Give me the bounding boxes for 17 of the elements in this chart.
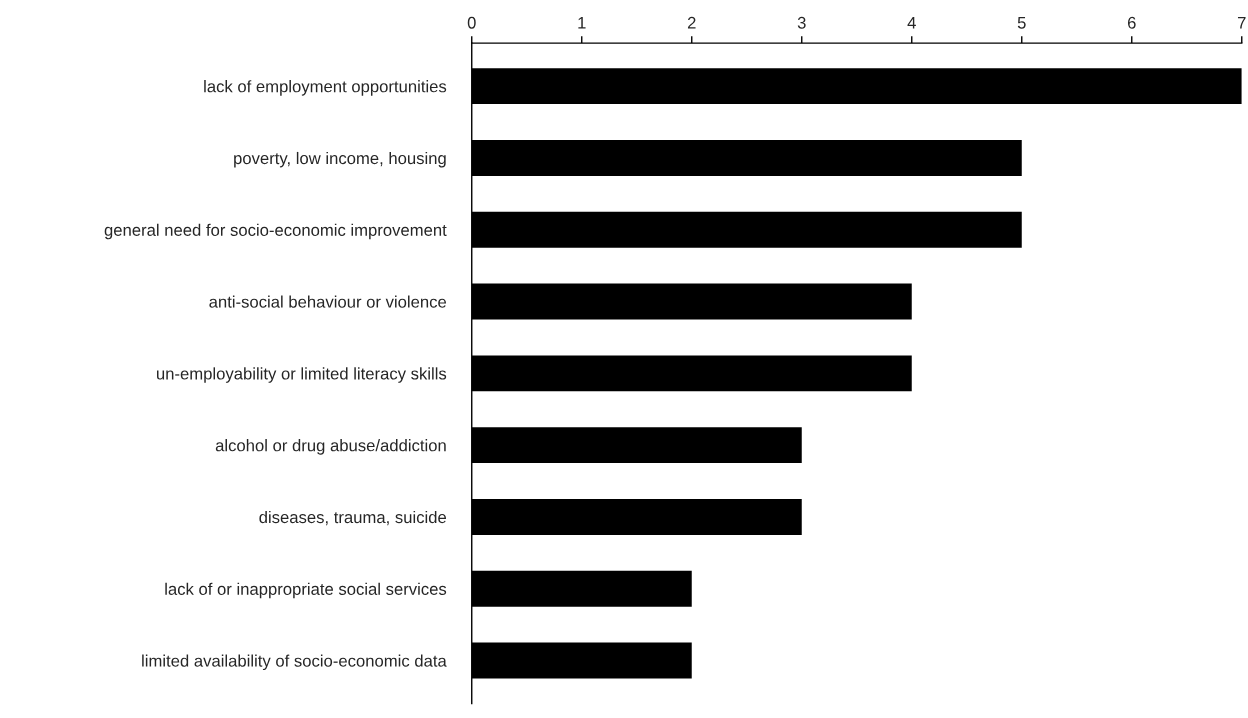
x-tick-label: 5 [1017, 17, 1026, 29]
y-tick-label: diseases, trauma, suicide [259, 510, 447, 526]
y-tick-label: general need for socio-economic improvement [104, 223, 447, 240]
x-tick-label: 7 [1237, 17, 1246, 29]
x-tick-label: 2 [687, 16, 696, 29]
y-tick-label: limited availability of socio-economic data [142, 654, 447, 671]
y-tick-label: lack of or inappropriate social services [165, 582, 447, 599]
x-tick-label: 1 [578, 17, 586, 29]
y-tick-label: lack of employment opportunities [204, 80, 447, 96]
x-tick-label: 3 [797, 16, 806, 29]
x-tick-label: 0 [467, 16, 476, 29]
x-tick-label: 6 [1127, 16, 1136, 29]
y-tick-label: un-employability or limited literacy skills [157, 367, 447, 383]
x-tick-label: 4 [907, 17, 916, 29]
y-tick-label: alcohol or drug abuse/addiction [215, 439, 446, 455]
y-tick-label: poverty, low income, housing [234, 151, 446, 168]
y-tick-label: anti-social behaviour or violence [209, 295, 447, 308]
